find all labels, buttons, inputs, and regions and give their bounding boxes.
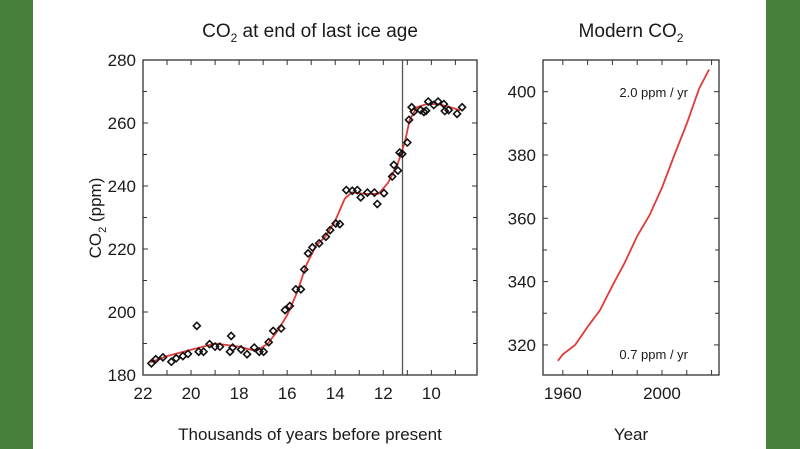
data-point [352, 185, 362, 195]
y-tick-label: 360 [508, 209, 536, 228]
modern-xlabel: Year [614, 425, 649, 444]
data-point [369, 187, 380, 198]
annotation-recent-rate: 2.0 ppm / yr [619, 85, 688, 100]
y-tick-label: 260 [108, 114, 136, 133]
y-tick-label: 220 [108, 240, 136, 259]
data-point [249, 342, 259, 353]
data-point [258, 347, 269, 357]
x-tick-label: 18 [230, 384, 249, 403]
data-point [198, 347, 209, 357]
plot-frame [542, 59, 720, 376]
data-point [303, 248, 313, 259]
data-point [236, 344, 246, 355]
data-point [387, 171, 397, 182]
data-point [433, 96, 443, 107]
data-point [335, 219, 345, 229]
data-point [356, 192, 366, 202]
data-point [307, 242, 318, 253]
data-point [393, 165, 403, 176]
data-point [227, 342, 238, 353]
data-point [423, 96, 433, 107]
data-point [285, 301, 295, 311]
modern-chart: Modern CO2 Year 2.0 ppm / yr 0.7 ppm / y… [508, 21, 720, 444]
x-tick-label: 14 [326, 384, 345, 403]
data-point [314, 238, 324, 248]
data-point [409, 107, 419, 117]
y-tick-label: 320 [508, 336, 536, 355]
data-point [204, 339, 215, 349]
data-point [268, 326, 278, 336]
x-tick-label: 16 [278, 384, 297, 403]
y-tick-label: 240 [108, 177, 136, 196]
data-point [341, 185, 351, 195]
y-tick-label: 200 [108, 303, 136, 322]
data-point [379, 188, 389, 198]
ice-age-chart: CO2 at end of last ice age CO2 (ppm) Tho… [86, 21, 478, 444]
y-tick-label: 180 [108, 366, 136, 385]
data-point [362, 187, 373, 198]
x-tick-label: 1960 [544, 384, 582, 403]
data-point [158, 352, 168, 362]
right-green-border [766, 0, 800, 449]
y-tick-label: 380 [508, 146, 536, 165]
data-point [421, 106, 431, 116]
data-point [296, 284, 306, 294]
data-point [404, 115, 414, 125]
fit-line [149, 103, 461, 364]
x-tick-label: 22 [134, 384, 153, 403]
data-point [276, 323, 286, 334]
data-point [402, 137, 412, 148]
data-point [299, 264, 309, 275]
data-point [151, 354, 161, 364]
data-point [215, 342, 225, 352]
data-point [192, 321, 202, 331]
data-point [444, 105, 454, 115]
left-green-border [0, 0, 33, 449]
co2-line [557, 69, 710, 362]
data-point [146, 358, 157, 368]
modern-title: Modern CO2 [579, 21, 684, 45]
ice-age-xlabel: Thousands of years before present [178, 425, 442, 444]
x-tick-label: 12 [374, 384, 393, 403]
y-tick-label: 400 [508, 83, 536, 102]
data-point [372, 199, 382, 209]
data-point [264, 337, 274, 347]
x-tick-label: 2000 [643, 384, 681, 403]
data-point [325, 225, 335, 235]
x-tick-label: 10 [422, 384, 441, 403]
data-point [452, 109, 462, 119]
ice-age-title: CO2 at end of last ice age [202, 21, 418, 45]
data-point [226, 331, 236, 341]
data-point [440, 106, 450, 116]
ice-age-ylabel: CO2 (ppm) [86, 178, 109, 259]
data-point [242, 349, 252, 359]
data-point [321, 232, 331, 242]
data-point [183, 349, 193, 359]
data-point [280, 305, 290, 315]
annotation-early-rate: 0.7 ppm / yr [619, 347, 688, 362]
y-tick-label: 340 [508, 273, 536, 292]
y-tick-label: 280 [108, 51, 136, 70]
x-tick-label: 20 [182, 384, 201, 403]
data-point [166, 357, 176, 367]
data-point [171, 353, 181, 363]
data-point [397, 149, 407, 159]
data-point [389, 160, 399, 170]
data-point [457, 102, 467, 112]
